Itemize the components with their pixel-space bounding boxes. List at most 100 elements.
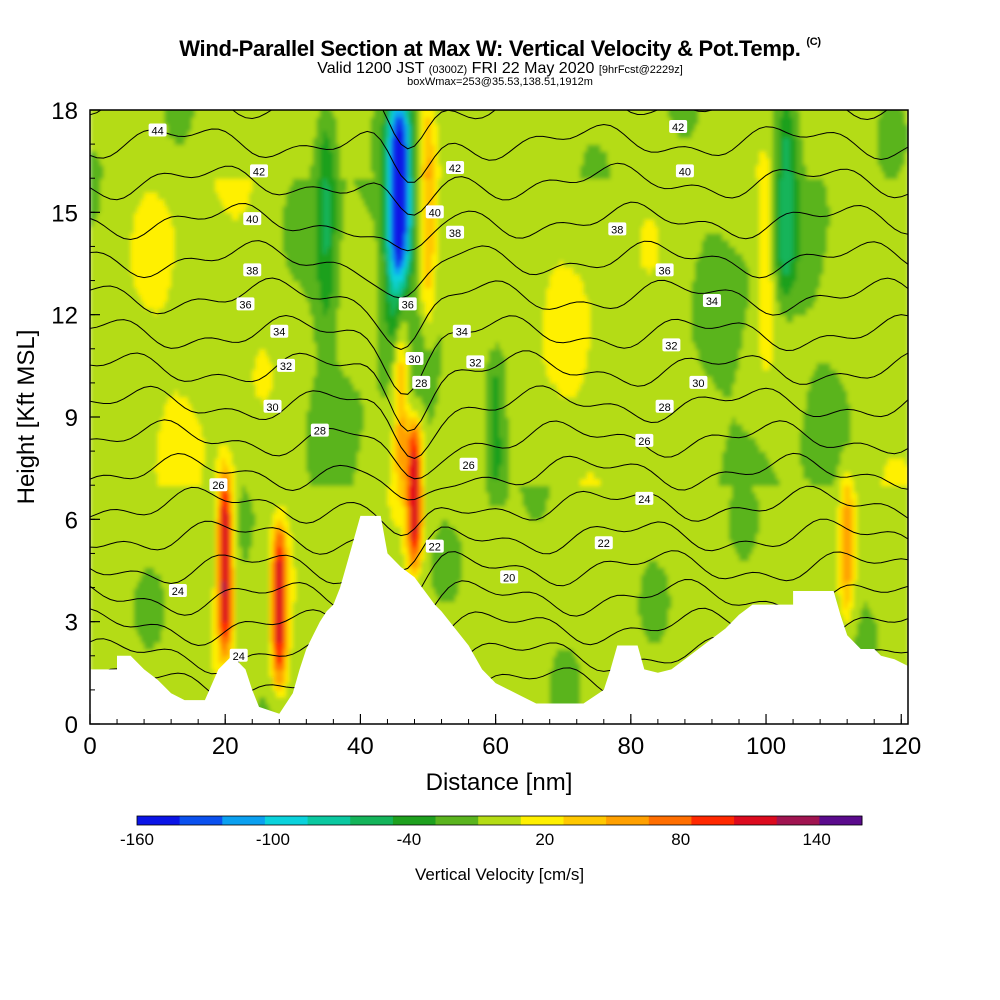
velocity-cell — [150, 321, 155, 330]
velocity-cell — [232, 512, 237, 521]
velocity-cell — [154, 348, 159, 357]
velocity-cell — [242, 130, 247, 139]
velocity-cell — [228, 567, 233, 575]
velocity-cell — [171, 294, 176, 302]
velocity-cell — [127, 164, 132, 173]
velocity-cell — [157, 246, 162, 254]
velocity-cell — [123, 464, 128, 473]
velocity-cell — [130, 539, 135, 548]
velocity-cell — [161, 212, 166, 220]
velocity-cell — [133, 594, 139, 602]
velocity-cell — [171, 185, 176, 193]
velocity-cell — [154, 478, 159, 486]
velocity-cell — [110, 191, 115, 200]
velocity-cell — [242, 444, 247, 452]
velocity-cell — [140, 314, 145, 323]
velocity-cell — [127, 335, 132, 343]
velocity-cell — [221, 362, 226, 370]
velocity-cell — [181, 396, 186, 405]
velocity-cell — [232, 403, 237, 411]
velocity-cell — [232, 362, 237, 370]
velocity-cell — [167, 621, 172, 630]
velocity-cell — [167, 669, 172, 677]
velocity-cell — [181, 669, 186, 677]
velocity-cell — [140, 662, 145, 671]
velocity-cell — [188, 676, 193, 684]
velocity-cell — [204, 212, 210, 220]
velocity-cell — [177, 198, 183, 207]
velocity-cell — [245, 601, 250, 609]
velocity-cell — [228, 464, 233, 473]
velocity-cell — [150, 403, 155, 411]
velocity-cell — [130, 178, 135, 186]
velocity-cell — [123, 123, 128, 132]
velocity-cell — [181, 246, 186, 254]
velocity-cell — [127, 628, 132, 637]
velocity-cell — [110, 307, 115, 316]
velocity-cell — [157, 662, 162, 671]
velocity-cell — [103, 185, 108, 193]
velocity-cell — [215, 512, 220, 521]
velocity-cell — [218, 212, 223, 220]
velocity-cell — [167, 164, 172, 173]
velocity-cell — [157, 280, 162, 289]
velocity-cell — [96, 492, 101, 500]
velocity-cell — [161, 219, 166, 227]
velocity-cell — [184, 471, 189, 480]
velocity-cell — [130, 260, 135, 268]
velocity-cell — [133, 335, 139, 343]
velocity-cell — [198, 382, 203, 391]
velocity-cell — [137, 335, 142, 343]
velocity-cell — [204, 219, 210, 227]
velocity-cell — [198, 164, 203, 173]
velocity-cell — [144, 355, 149, 364]
velocity-cell — [137, 205, 142, 214]
velocity-cell — [164, 621, 169, 630]
velocity-cell — [100, 498, 105, 507]
velocity-cell — [100, 457, 105, 466]
velocity-cell — [106, 137, 112, 145]
velocity-cell — [164, 533, 169, 541]
velocity-cell — [204, 130, 210, 139]
velocity-cell — [238, 164, 243, 173]
velocity-cell — [144, 321, 149, 330]
velocity-cell — [211, 423, 216, 432]
velocity-cell — [225, 205, 230, 214]
velocity-cell — [194, 362, 199, 370]
velocity-cell — [198, 191, 203, 200]
velocity-cell — [238, 273, 243, 282]
velocity-cell — [177, 232, 183, 241]
velocity-cell — [90, 621, 95, 630]
velocity-cell — [157, 655, 162, 664]
velocity-cell — [181, 171, 186, 179]
velocity-cell — [150, 635, 155, 643]
velocity-cell — [198, 171, 203, 179]
velocity-cell — [164, 410, 169, 418]
velocity-cell — [123, 635, 128, 643]
velocity-cell — [133, 376, 139, 384]
velocity-cell — [100, 526, 105, 534]
velocity-cell — [191, 123, 196, 132]
velocity-cell — [171, 328, 176, 336]
velocity-cell — [232, 642, 237, 650]
velocity-cell — [174, 191, 179, 200]
velocity-cell — [96, 171, 101, 179]
velocity-cell — [167, 178, 172, 186]
velocity-cell — [117, 273, 122, 282]
velocity-cell — [133, 389, 139, 398]
velocity-cell — [188, 478, 193, 486]
velocity-cell — [184, 444, 189, 452]
velocity-cell — [103, 355, 108, 364]
velocity-cell — [127, 492, 132, 500]
velocity-cell — [242, 389, 247, 398]
velocity-cell — [137, 614, 142, 623]
velocity-cell — [93, 505, 98, 514]
velocity-cell — [147, 287, 152, 295]
velocity-cell — [161, 191, 166, 200]
velocity-cell — [120, 185, 125, 193]
velocity-cell — [133, 362, 139, 370]
velocity-cell — [204, 642, 210, 650]
velocity-cell — [174, 342, 179, 350]
velocity-cell — [191, 294, 196, 302]
velocity-cell — [100, 178, 105, 186]
